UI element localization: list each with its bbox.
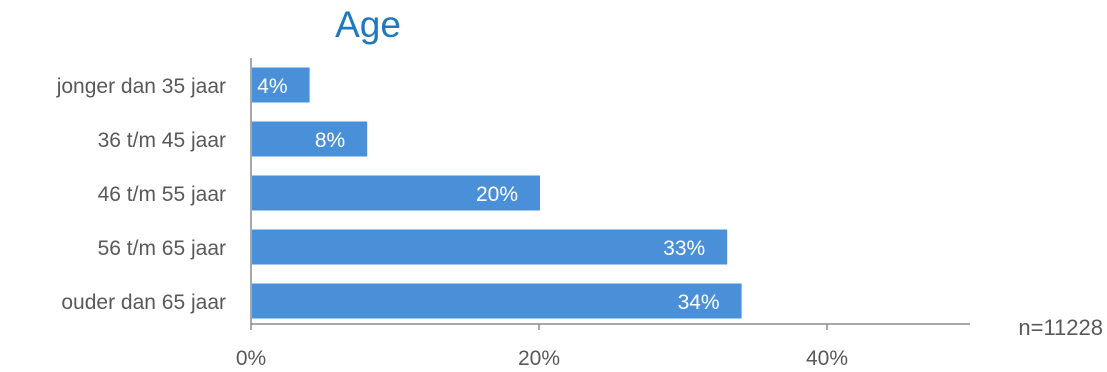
value-label: 8% xyxy=(315,129,345,152)
bars-group: 4% 8% 20% 33% 34% xyxy=(252,67,742,319)
category-label: 46 t/m 55 jaar xyxy=(98,183,226,206)
x-tick-label: 20% xyxy=(518,347,560,370)
chart-title: Age xyxy=(335,4,401,45)
axes-group: 0% 20% 40% xyxy=(236,58,970,370)
bar xyxy=(252,121,368,157)
category-label: ouder dan 65 jaar xyxy=(61,291,226,314)
bar xyxy=(252,175,540,211)
x-tick-label: 0% xyxy=(236,347,266,370)
category-label: jonger dan 35 jaar xyxy=(56,75,226,98)
x-tick-label: 40% xyxy=(806,347,848,370)
sample-size-annotation: n=11228 xyxy=(1018,315,1103,340)
value-label: 20% xyxy=(476,183,518,206)
category-label: 56 t/m 65 jaar xyxy=(98,237,226,260)
category-label: 36 t/m 45 jaar xyxy=(98,129,226,152)
value-label: 33% xyxy=(663,237,705,260)
value-label: 34% xyxy=(678,291,720,314)
bar xyxy=(252,229,728,265)
value-label: 4% xyxy=(257,75,287,98)
bar xyxy=(252,283,742,319)
bar xyxy=(252,67,310,103)
